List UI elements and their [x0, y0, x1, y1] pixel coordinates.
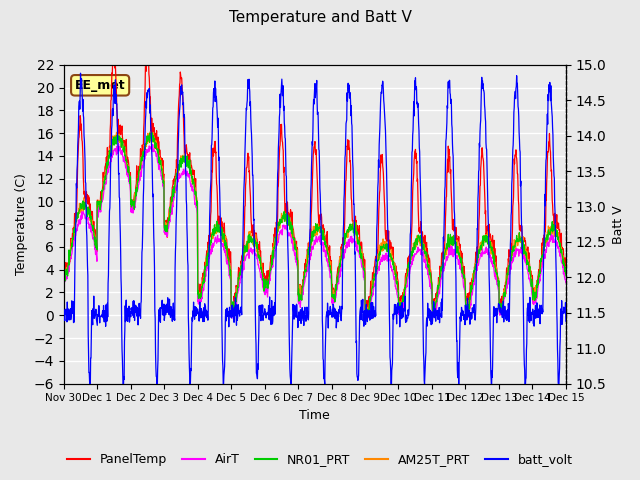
Text: EE_met: EE_met [75, 79, 125, 92]
Y-axis label: Batt V: Batt V [612, 205, 625, 243]
X-axis label: Time: Time [300, 409, 330, 422]
Legend: PanelTemp, AirT, NR01_PRT, AM25T_PRT, batt_volt: PanelTemp, AirT, NR01_PRT, AM25T_PRT, ba… [62, 448, 578, 471]
Text: Temperature and Batt V: Temperature and Batt V [228, 10, 412, 24]
Y-axis label: Temperature (C): Temperature (C) [15, 173, 28, 275]
